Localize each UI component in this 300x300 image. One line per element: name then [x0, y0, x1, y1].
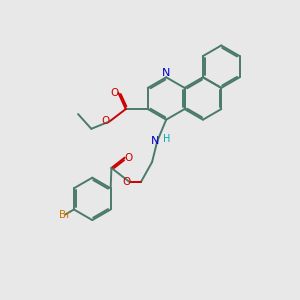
Text: N: N [162, 68, 170, 78]
Text: O: O [122, 177, 130, 187]
Text: O: O [110, 88, 118, 98]
Text: H: H [163, 134, 170, 144]
Text: O: O [101, 116, 110, 126]
Text: N: N [151, 136, 159, 146]
Text: O: O [125, 153, 133, 163]
Text: Br: Br [59, 210, 71, 220]
